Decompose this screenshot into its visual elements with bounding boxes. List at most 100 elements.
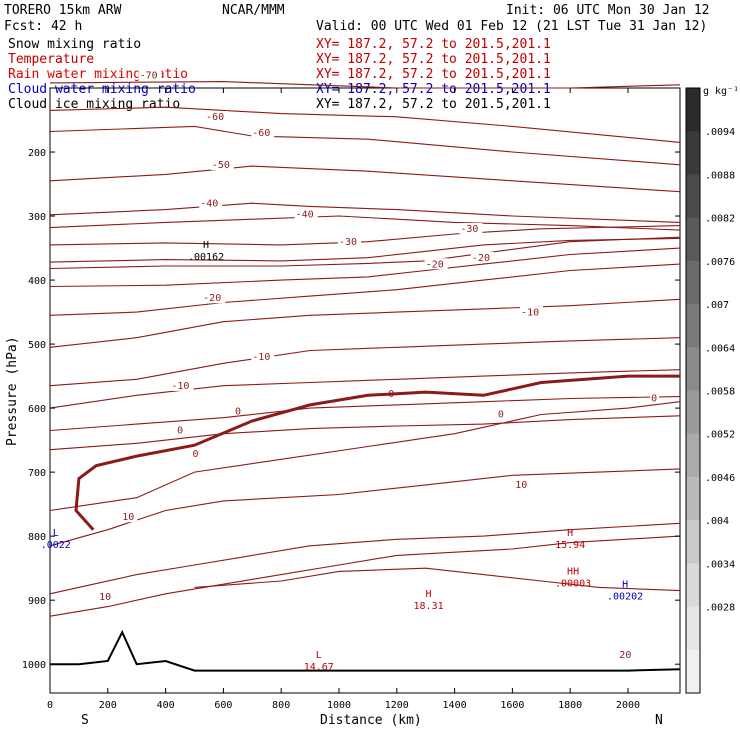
extrema-markers: H.00162H15.94HH.00003H18.31L14.67H.00202…: [41, 240, 643, 673]
y-tick-label: 500: [28, 340, 46, 351]
colorbar-segment: [686, 520, 700, 564]
contour-label-bg: [205, 111, 229, 123]
colorbar-segment: [686, 433, 700, 478]
colorbar-tick-label: .0082: [705, 214, 735, 225]
contour-label: 10: [515, 480, 527, 491]
temperature-contour: [49, 202, 681, 223]
x-tick-label: 1800: [558, 700, 582, 711]
contour-label-bg: [618, 648, 635, 660]
init-time: Init: 06 UTC Mon 30 Jan 12: [506, 3, 710, 18]
contour-label: -30: [339, 237, 357, 248]
temperature-contour: [49, 337, 681, 387]
y-tick-label: 300: [28, 212, 46, 223]
colorbar-tick-label: .0028: [705, 603, 735, 614]
x-tick-label: 1200: [385, 700, 409, 711]
colorbar-segment: [686, 390, 700, 435]
contour-label-bg: [337, 235, 361, 247]
extremum-value: .00003: [555, 579, 591, 590]
terrain-line: [50, 629, 681, 672]
y-tick-label: 800: [28, 532, 46, 543]
plot-area: -70 -60 -60 -50 -40 -40 -30 -30 -20 -20 -20 -10 -10 -…: [22, 69, 681, 711]
contour-label: 0: [192, 449, 198, 460]
colorbar-tick-label: .0076: [705, 257, 735, 268]
contour-label-bg: [424, 258, 448, 270]
colorbar-tick-label: .004: [705, 516, 729, 527]
extremum-value: 18.31: [414, 601, 444, 612]
contour-label: -20: [426, 259, 444, 270]
colorbar-tick-label: .0052: [705, 430, 735, 441]
contour-label: -10: [252, 352, 270, 363]
contour-label-bg: [98, 591, 115, 603]
temperature-contour: [49, 225, 681, 246]
x-tick-label: 1600: [500, 700, 524, 711]
legend-name: Cloud ice mixing ratio: [8, 97, 180, 112]
colorbar-tick-label: .0058: [705, 387, 735, 398]
contour-label: -10: [521, 307, 539, 318]
contour-label: -50: [212, 160, 230, 171]
colorbar-segment: [686, 606, 700, 651]
temperature-contour: [49, 106, 681, 143]
temperature-contour: [49, 401, 681, 512]
temperature-contour: [49, 237, 681, 263]
center-label: NCAR/MMM: [222, 3, 285, 18]
temperature-contour: [49, 263, 681, 316]
contour-label-bg: [251, 127, 275, 139]
colorbar-unit: g kg⁻¹: [703, 86, 739, 97]
temperature-contour: [49, 125, 681, 166]
contour-label-bg: [121, 511, 138, 523]
x-tick-label: 0: [47, 700, 53, 711]
colorbar-tick-label: .0046: [705, 473, 735, 484]
temperature-contour: [49, 468, 681, 547]
extremum-letter: H: [203, 240, 209, 251]
y-axis-label: Pressure (hPa): [5, 336, 20, 446]
valid-time: Valid: 00 UTC Wed 01 Feb 12 (21 LST Tue …: [316, 19, 707, 34]
temperature-contours: -70 -60 -60 -50 -40 -40 -30 -30 -20 -20 -20 -10 -10 -…: [49, 69, 681, 661]
extremum-letter: H: [622, 579, 628, 590]
legend-coords: XY= 187.2, 57.2 to 201.5,201.1: [316, 37, 551, 52]
legend-coords: XY= 187.2, 57.2 to 201.5,201.1: [316, 82, 551, 97]
temperature-contour: [49, 535, 681, 617]
extremum-value: 15.94: [555, 540, 585, 551]
contour-label-bg: [138, 69, 162, 81]
north-label: N: [655, 713, 663, 728]
extremum-value: .0022: [41, 540, 71, 551]
extremum-value: .00202: [607, 591, 643, 602]
colorbar-segment: [686, 347, 700, 391]
colorbar-segment: [686, 476, 700, 521]
colorbar-tick-label: .0094: [705, 127, 735, 138]
colorbar-segment: [686, 174, 700, 219]
forecast-hour: Fcst: 42 h: [4, 19, 82, 34]
temperature-contour: [49, 215, 681, 231]
legend-coords: XY= 187.2, 57.2 to 201.5,201.1: [316, 67, 551, 82]
contour-label: 0: [498, 410, 504, 421]
contour-label-bg: [210, 159, 234, 171]
x-tick-label: 800: [272, 700, 290, 711]
contour-label: -20: [203, 293, 221, 304]
contour-label-bg: [251, 351, 275, 363]
contour-label-bg: [514, 479, 531, 491]
contour-label-bg: [199, 197, 223, 209]
x-tick-label: 200: [99, 700, 117, 711]
contour-label: -40: [296, 209, 314, 220]
legend-name: Temperature: [8, 52, 94, 67]
y-tick-label: 900: [28, 596, 46, 607]
terrain: [50, 629, 681, 672]
contour-label-bg: [496, 408, 506, 420]
colorbar-segment: [686, 217, 700, 262]
contour-label: -30: [460, 224, 478, 235]
colorbar-tick-label: .0088: [705, 170, 735, 181]
model-title: TORERO 15km ARW: [4, 3, 122, 18]
legend-name: Cloud water mixing ratio: [8, 82, 196, 97]
temperature-contour: [49, 396, 681, 432]
extremum-letter: HH: [567, 567, 579, 578]
temperature-contour: [49, 247, 681, 288]
x-tick-label: 600: [214, 700, 232, 711]
south-label: S: [81, 713, 89, 728]
legend-name: Snow mixing ratio: [8, 37, 141, 52]
temperature-contour: [49, 522, 681, 595]
contour-label-bg: [520, 306, 544, 318]
legend-coords: XY= 187.2, 57.2 to 201.5,201.1: [316, 52, 551, 67]
contour-label-bg: [294, 208, 318, 220]
x-tick-label: 400: [157, 700, 175, 711]
extremum-letter: L: [53, 528, 59, 539]
